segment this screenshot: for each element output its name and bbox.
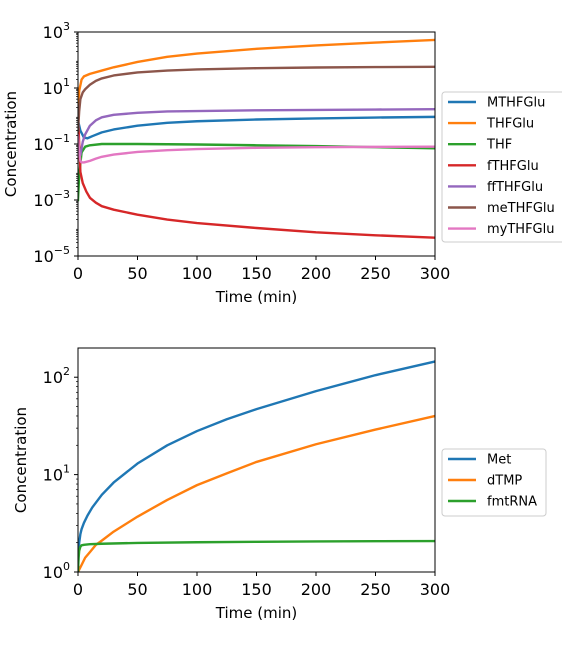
- legend-item: dTMP: [448, 474, 522, 489]
- x-axis-label: Time (min): [215, 604, 297, 622]
- series-line-met: [78, 360, 435, 572]
- legend-item: fTHFGlu: [448, 159, 539, 174]
- y-tick-label: 102: [43, 365, 70, 387]
- x-tick-label: 250: [360, 264, 391, 283]
- x-axis-label: Time (min): [215, 288, 297, 306]
- x-tick-label: 0: [73, 580, 83, 599]
- legend-box: [441, 448, 547, 517]
- legend-item: THF: [448, 138, 512, 153]
- chart-1: 0 50 100 150 200 250 300 10−5 10−3 10−1 101 103 Time…: [2, 20, 562, 306]
- legend-item: ffTHFGlu: [448, 180, 543, 195]
- y-axis-label: Concentration: [12, 407, 30, 513]
- series-line-methfglu: [78, 65, 435, 132]
- chart-2: 0 50 100 150 200 250 300 100 101 102 Time (min) Con…: [12, 347, 547, 622]
- legend-item: myTHFGlu: [448, 222, 554, 237]
- series-line-ffthfglu: [78, 107, 435, 157]
- x-tick-label: 200: [301, 580, 332, 599]
- x-tick-label: 150: [241, 580, 272, 599]
- legend-label: ffTHFGlu: [487, 180, 543, 195]
- y-tick-label: 103: [43, 20, 70, 42]
- plot-frame: [77, 347, 436, 573]
- x-tick-label: 50: [127, 264, 147, 283]
- x-tick-label: 0: [73, 264, 83, 283]
- series-line-fmtrna: [78, 539, 435, 572]
- y-tick-label: 101: [43, 76, 70, 98]
- series-line-mthfglu: [78, 115, 435, 140]
- x-tick-label: 200: [301, 264, 332, 283]
- series-line-thfglu: [78, 38, 435, 118]
- series-line-fthfglu: [78, 114, 435, 239]
- legend-label: fTHFGlu: [487, 159, 539, 174]
- legend: Met dTMP fmtRNA: [441, 448, 547, 517]
- y-tick-label: 10−5: [33, 244, 70, 266]
- legend-label: myTHFGlu: [487, 222, 554, 237]
- legend-label: THF: [486, 138, 512, 153]
- series-line-dtmp: [78, 414, 435, 572]
- legend-item: MTHFGlu: [448, 96, 545, 111]
- legend-item: Met: [448, 453, 511, 468]
- legend: MTHFGlu THFGlu THF fTHFGlu ffTHFGlu meTHFGlu m…: [441, 91, 562, 243]
- y-tick-label: 10−1: [33, 132, 70, 154]
- legend-label: MTHFGlu: [487, 96, 545, 111]
- legend-item: THFGlu: [448, 117, 534, 132]
- y-tick-label: 10−3: [33, 188, 70, 210]
- series-group: [78, 38, 435, 239]
- legend-item: fmtRNA: [448, 495, 537, 510]
- y-axis-label: Concentration: [2, 91, 20, 197]
- x-tick-label: 300: [420, 264, 451, 283]
- y-tick-label: 100: [43, 560, 70, 582]
- y-tick-label: 101: [43, 463, 70, 485]
- x-tick-label: 150: [241, 264, 272, 283]
- x-tick-label: 250: [360, 580, 391, 599]
- legend-box: [441, 91, 562, 243]
- legend-label: dTMP: [487, 474, 522, 489]
- legend-label: Met: [487, 453, 511, 468]
- legend-label: THFGlu: [486, 117, 534, 132]
- x-tick-label: 50: [127, 580, 147, 599]
- legend-label: meTHFGlu: [487, 201, 555, 216]
- x-tick-label: 100: [182, 580, 213, 599]
- x-tick-label: 100: [182, 264, 213, 283]
- legend-item: meTHFGlu: [448, 201, 555, 216]
- series-group: [78, 360, 435, 572]
- x-tick-label: 300: [420, 580, 451, 599]
- series-line-mythfglu: [78, 134, 435, 164]
- legend-label: fmtRNA: [487, 495, 537, 510]
